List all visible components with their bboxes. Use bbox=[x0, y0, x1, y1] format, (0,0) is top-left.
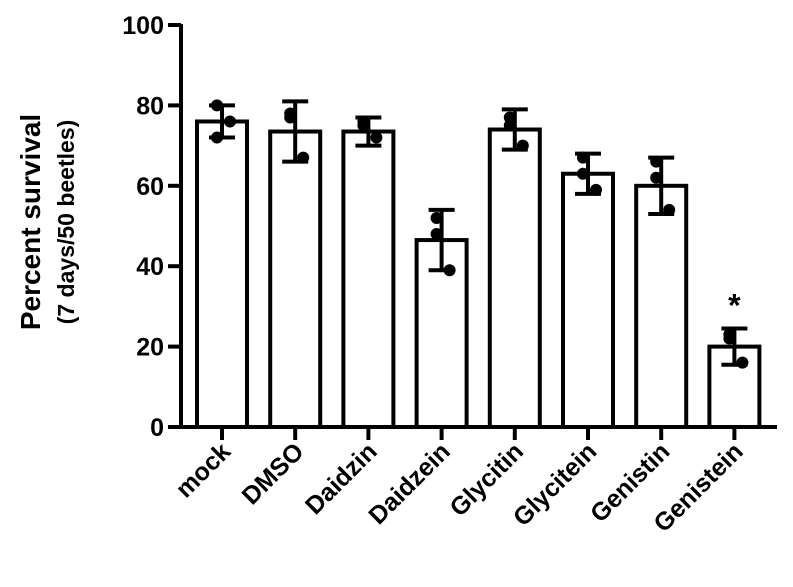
data-point-glycitin bbox=[503, 119, 516, 132]
y-tick-label-40: 40 bbox=[136, 253, 164, 281]
data-point-glycitein bbox=[577, 167, 589, 180]
x-tick-label-dmso: DMSO bbox=[237, 437, 310, 510]
bar-glycitin bbox=[487, 127, 542, 430]
data-point-genistein bbox=[736, 356, 749, 369]
data-point-genistin bbox=[663, 203, 676, 216]
y-axis-sublabel: (7 days/50 beetles) bbox=[53, 120, 79, 325]
x-tick-label-daidzein: Daidzein bbox=[363, 437, 455, 529]
x-tick-label-mock: mock bbox=[170, 437, 236, 503]
bar-mock bbox=[195, 119, 249, 429]
data-point-daidzin bbox=[357, 119, 370, 132]
bar-genistin bbox=[634, 183, 689, 429]
y-tick-label-60: 60 bbox=[136, 173, 164, 201]
significance-annotation: * bbox=[728, 288, 741, 324]
data-point-daidzein bbox=[430, 211, 443, 224]
data-point-glycitein bbox=[577, 151, 589, 164]
bar-dmso bbox=[268, 129, 323, 429]
data-point-genistin bbox=[650, 155, 663, 168]
data-point-daidzein bbox=[430, 228, 443, 241]
data-point-daidzin bbox=[370, 131, 383, 144]
data-point-mock bbox=[211, 131, 223, 144]
data-point-glycitein bbox=[590, 183, 602, 196]
y-tick-label-20: 20 bbox=[136, 334, 164, 362]
data-point-dmso bbox=[284, 111, 297, 124]
y-tick-label-100: 100 bbox=[122, 12, 164, 40]
bar-glycitein bbox=[561, 171, 615, 429]
data-point-glycitin bbox=[516, 139, 529, 152]
y-axis-label-group: Percent survival (7 days/50 beetles) bbox=[15, 114, 79, 330]
data-point-mock bbox=[224, 115, 236, 128]
y-axis-label: Percent survival bbox=[15, 114, 46, 330]
data-point-mock bbox=[211, 99, 223, 112]
bar-daidzin bbox=[341, 129, 396, 429]
data-point-genistein bbox=[723, 332, 736, 345]
y-tick-label-0: 0 bbox=[150, 414, 164, 442]
data-point-dmso bbox=[297, 151, 310, 164]
y-tick-label-80: 80 bbox=[136, 92, 164, 120]
data-point-daidzein bbox=[443, 264, 456, 277]
data-point-genistin bbox=[650, 171, 663, 184]
